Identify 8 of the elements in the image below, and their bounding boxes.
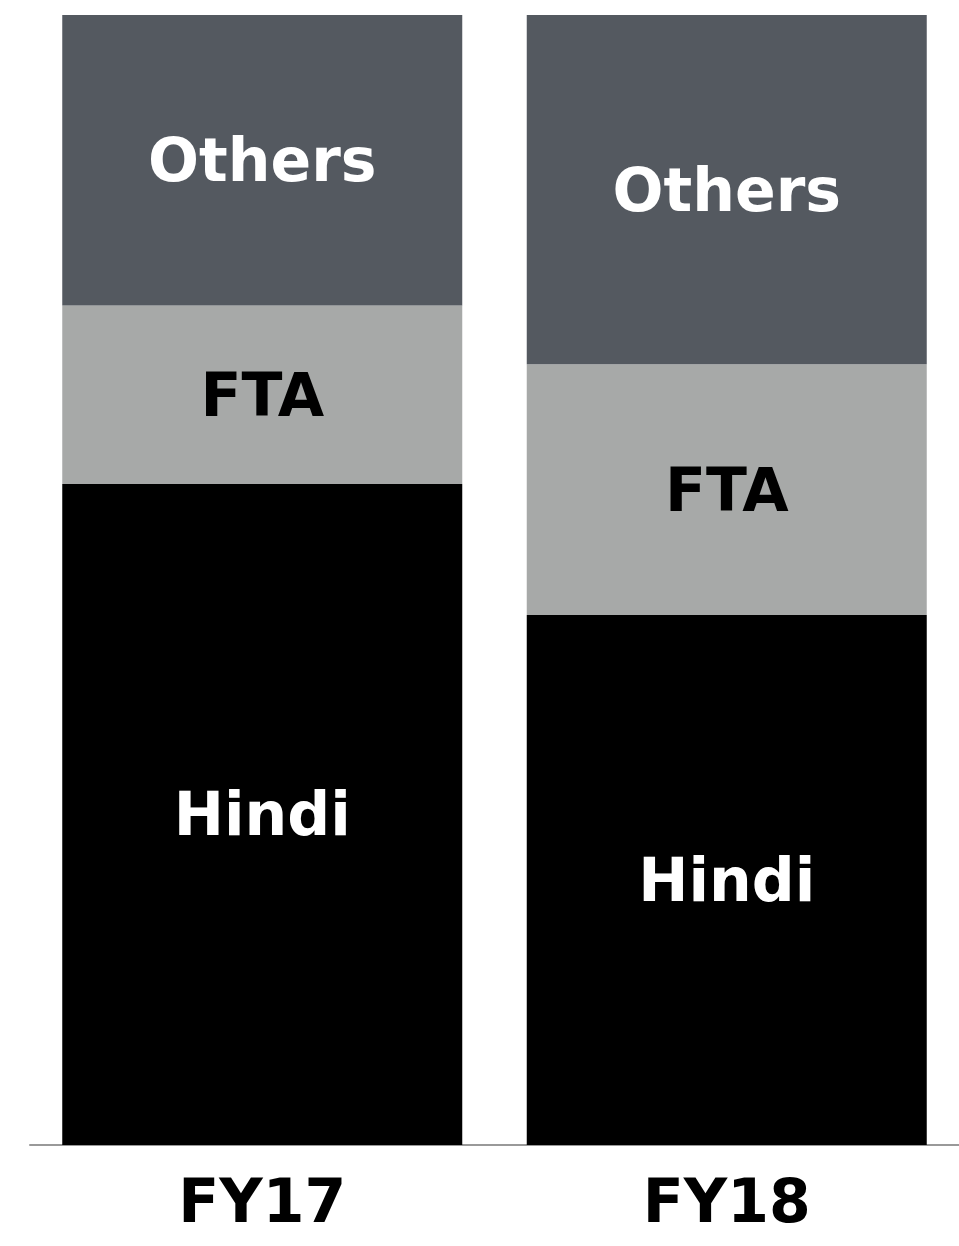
series-label: Hindi (173, 779, 351, 850)
x-tick-label: FY18 (642, 1166, 811, 1236)
text: FTA (664, 454, 789, 525)
text: Others (148, 125, 377, 196)
x-tick-label: FY17 (178, 1166, 347, 1236)
series-label: FTA (200, 359, 325, 430)
text: Hindi (638, 845, 816, 916)
series-label: Others (612, 154, 841, 225)
